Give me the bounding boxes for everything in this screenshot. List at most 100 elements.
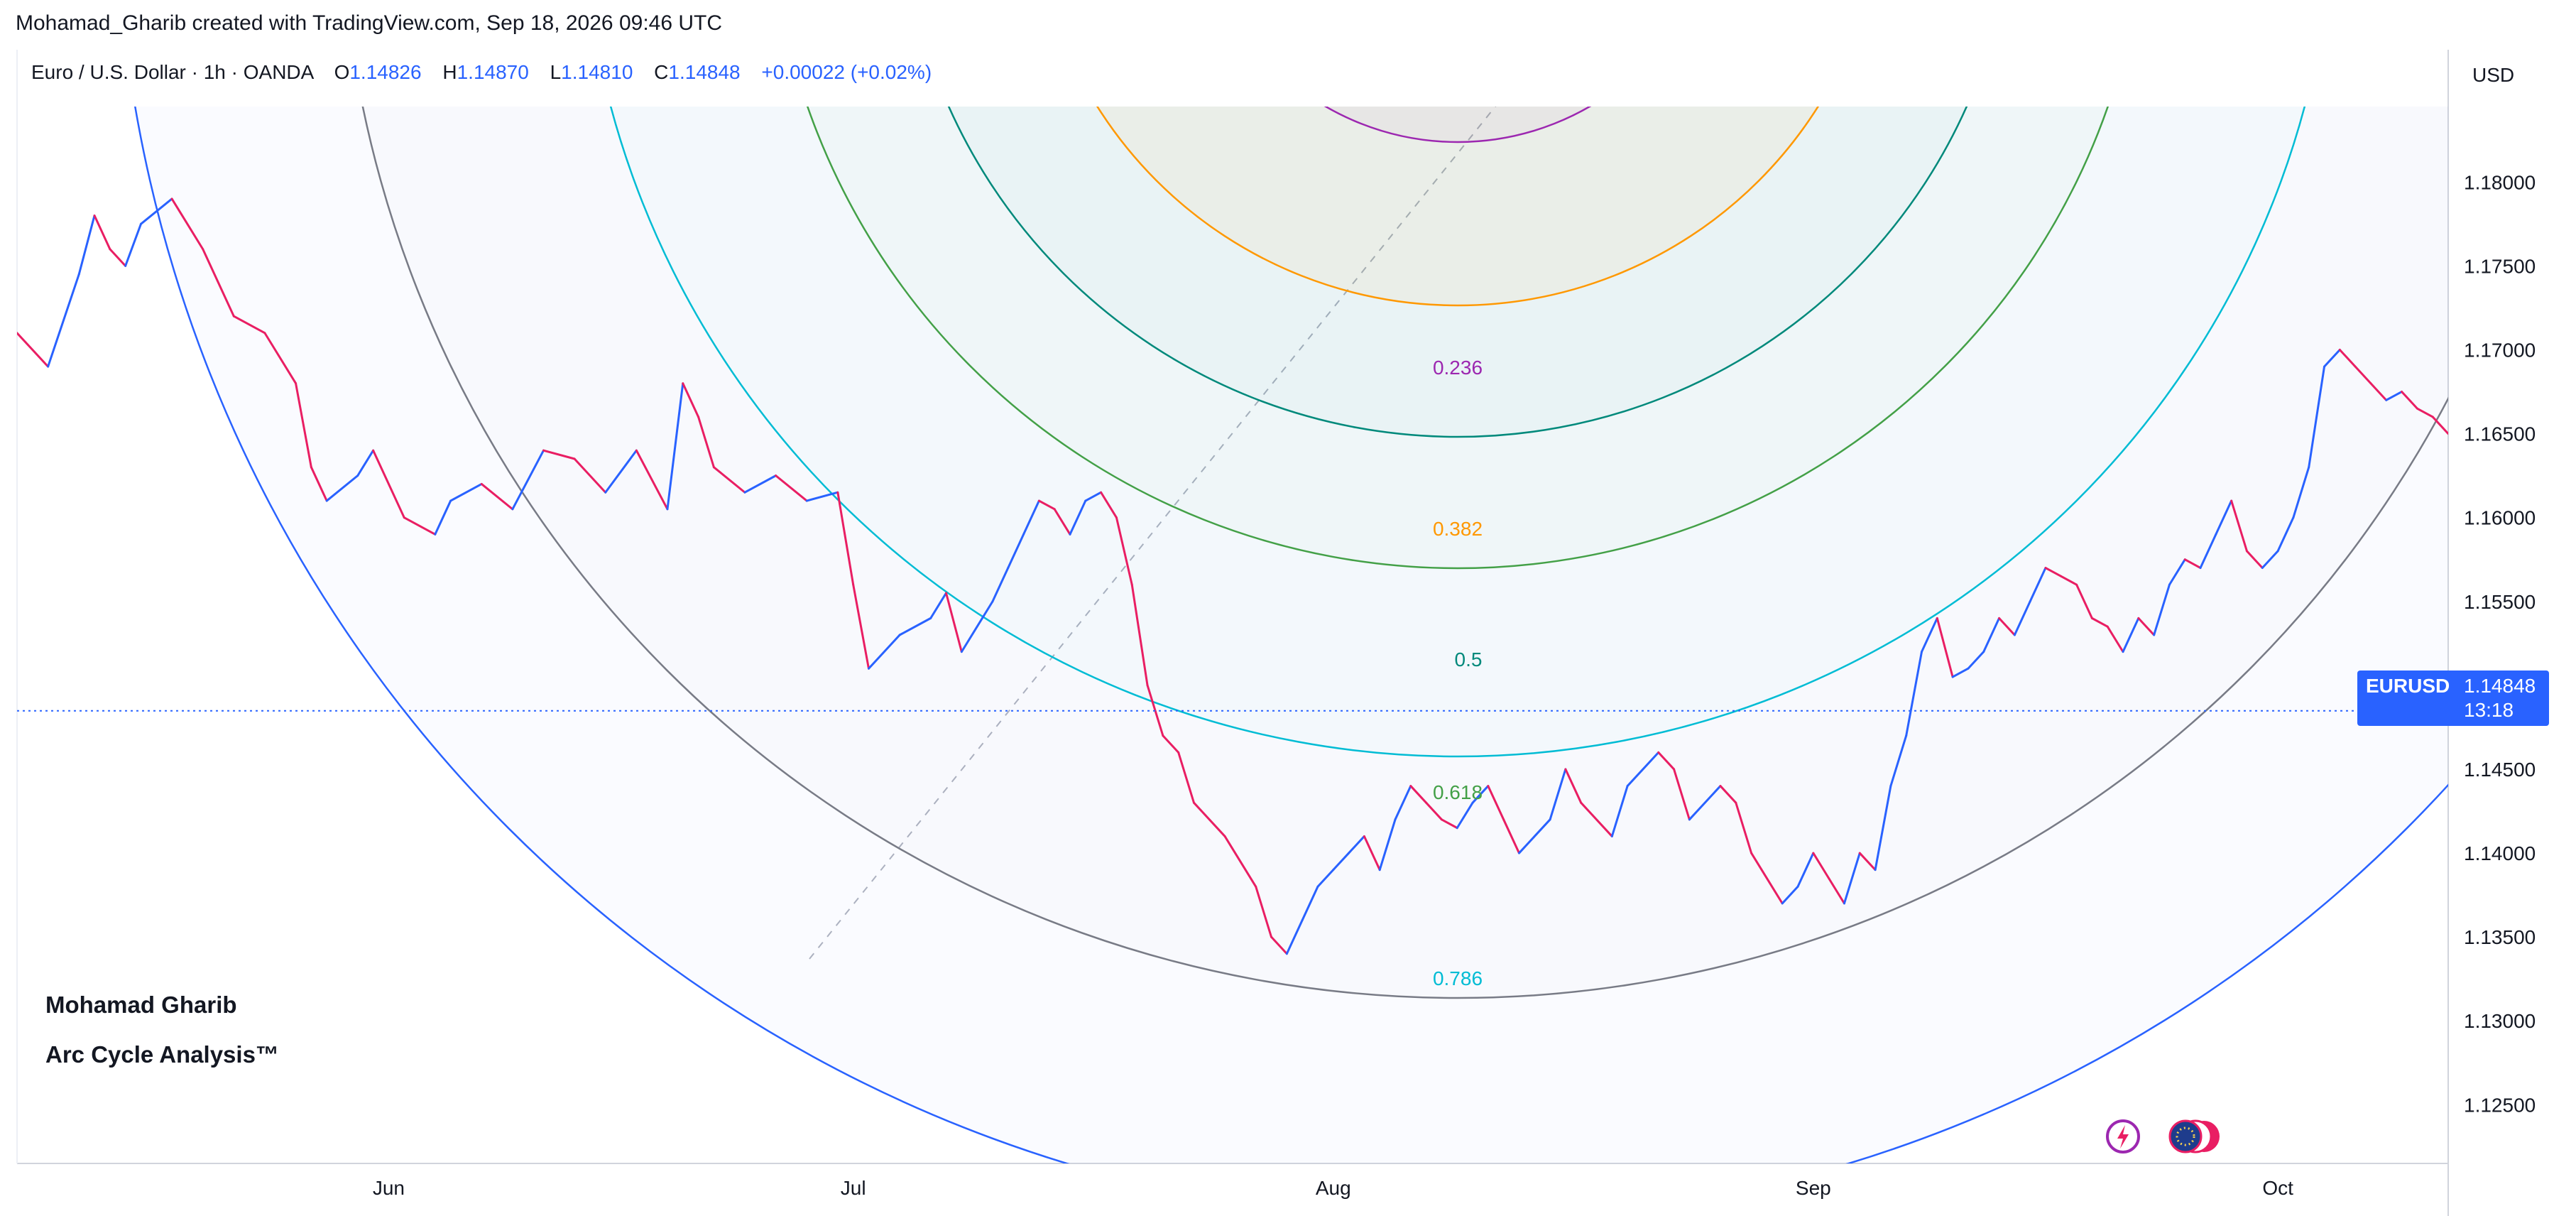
symbol-name[interactable]: Euro / U.S. Dollar · 1h · OANDA [31, 61, 313, 83]
fib-arc-3[interactable] [769, 0, 2146, 569]
currency-label[interactable]: USD [2472, 64, 2515, 86]
symbol-legend: Euro / U.S. Dollar · 1h · OANDA O1.14826… [31, 61, 932, 84]
fib-arc-4[interactable] [581, 0, 2335, 757]
price-segment [898, 617, 932, 636]
price-segment [1007, 533, 1025, 570]
price-segment [2276, 516, 2295, 553]
price-axis[interactable]: 1.125001.130001.135001.140001.145001.150… [2464, 171, 2536, 1116]
price-tick-label: 1.16000 [2464, 507, 2536, 529]
price-segment [1255, 885, 1273, 938]
price-segment [1549, 768, 1567, 821]
price-tag-value: 1.14848 [2464, 675, 2536, 697]
price-segment [1626, 751, 1660, 788]
price-segment [2369, 382, 2388, 401]
time-tick-label: Aug [1316, 1177, 1351, 1199]
price-segment [743, 474, 777, 494]
price-segment [542, 449, 576, 460]
price-segment [682, 382, 700, 418]
price-segment [697, 416, 715, 469]
fib-arc-0[interactable] [1195, 0, 1720, 143]
price-tick-label: 1.13500 [2464, 926, 2536, 948]
price-segment [310, 466, 328, 502]
price-segment [2292, 466, 2310, 519]
price-segment [852, 583, 870, 670]
price-segment [929, 592, 948, 619]
price-segment [1316, 869, 1335, 888]
price-segment [1796, 852, 1815, 888]
fib-level-0236: 0.236 [1433, 357, 1483, 379]
price-segment [124, 222, 142, 267]
price-segment [449, 482, 483, 502]
time-axis[interactable]: Jun Jul Aug Sep Oct [373, 1177, 2293, 1199]
price-segment [1719, 785, 1737, 804]
price-segment [511, 449, 545, 511]
price-segment [1440, 818, 1458, 830]
price-tick-label: 1.17500 [2464, 255, 2536, 277]
price-segment [1130, 583, 1149, 687]
price-segment [1735, 801, 1753, 854]
price-segment [1750, 852, 1784, 905]
price-tick-label: 1.18000 [2464, 171, 2536, 193]
price-segment [945, 592, 963, 653]
price-segment [1378, 818, 1397, 872]
price-segment [604, 449, 638, 494]
fib-arc-fill-1 [1097, 107, 1818, 305]
close-value: 1.14848 [668, 61, 741, 83]
price-segment [1348, 835, 1365, 854]
price-segment [1069, 499, 1087, 536]
price-segment [573, 457, 607, 494]
price-segment [712, 466, 746, 494]
price-segment [1425, 801, 1443, 821]
price-segment [2090, 617, 2109, 628]
fib-arc-layer [134, 0, 2576, 1163]
price-segment [1843, 852, 1861, 905]
price-tick-label: 1.14000 [2464, 842, 2536, 864]
fib-level-0618: 0.618 [1433, 781, 1483, 803]
price-segment [356, 449, 375, 477]
price-segment [170, 197, 204, 251]
price-segment [1487, 785, 1505, 821]
open-value: 1.14826 [349, 61, 422, 83]
price-segment [1688, 785, 1722, 821]
price-segment [2106, 625, 2124, 653]
price-segment [1982, 617, 2001, 653]
low-label: L [550, 61, 562, 83]
price-segment [263, 332, 298, 385]
price-segment [202, 248, 235, 317]
price-segment [325, 474, 359, 502]
price-tick-label: 1.12500 [2464, 1094, 2536, 1116]
close-label: C [654, 61, 669, 83]
price-segment [1084, 491, 1103, 502]
price-segment [295, 382, 312, 469]
fib-trend-line[interactable] [809, 103, 1498, 960]
open-label: O [334, 61, 350, 83]
price-segment [47, 273, 80, 368]
price-segment [2183, 558, 2202, 570]
price-segment [2308, 365, 2326, 469]
price-segment [1936, 617, 1954, 678]
price-segment [2199, 533, 2217, 570]
price-tick-label: 1.17000 [2464, 339, 2536, 361]
price-segment [1285, 919, 1304, 955]
fib-arc-1[interactable] [1032, 0, 1884, 307]
low-value: 1.14810 [561, 61, 633, 83]
fib-arc-2[interactable] [900, 0, 2015, 438]
lightning-icon[interactable] [2103, 1117, 2143, 1156]
flag-icon[interactable] [2163, 1117, 2228, 1156]
price-segment [1967, 651, 1985, 670]
price-series [17, 197, 2448, 955]
price-segment [232, 315, 266, 335]
price-segment [2137, 617, 2156, 636]
price-segment [1564, 768, 1583, 804]
price-segment [1223, 835, 1257, 888]
fib-arc-5[interactable] [339, 0, 2576, 999]
price-segment [2385, 391, 2403, 401]
price-segment [1812, 852, 1830, 879]
price-segment [635, 449, 669, 511]
price-segment [2075, 583, 2093, 619]
last-price-tag: EURUSD 1.14848 13:18 [2357, 671, 2549, 726]
price-segment [2354, 365, 2372, 385]
price-tag-symbol: EURUSD [2366, 675, 2450, 697]
price-tick-label: 1.16500 [2464, 423, 2536, 445]
